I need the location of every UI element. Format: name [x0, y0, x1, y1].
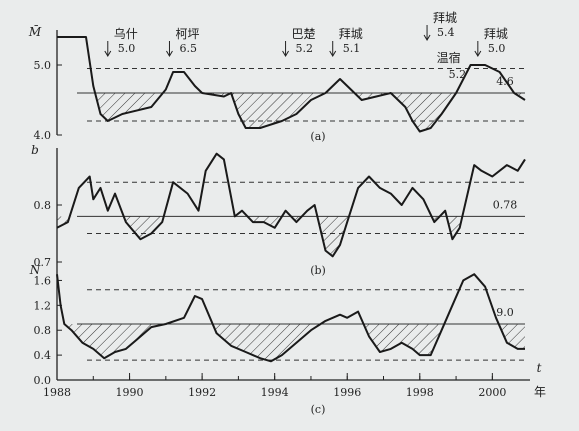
- event-mag-3: 5.1: [343, 42, 361, 55]
- y-tick-label-c: 0.0: [34, 374, 52, 387]
- x-tick-label: 1992: [188, 386, 216, 399]
- series-line-b: [56, 152, 526, 258]
- y-tick-label-c: 1.2: [34, 299, 52, 312]
- mean-label-c: 9.0: [496, 306, 514, 319]
- y-axis-label-b: b: [31, 143, 39, 157]
- event-arrowhead-2: [282, 50, 289, 57]
- y-tick-label-a: 4.0: [34, 129, 52, 142]
- x-tick-label: 1990: [116, 386, 144, 399]
- x-tick-label: 1996: [333, 386, 361, 399]
- panel-label-b: (b): [310, 264, 326, 277]
- event-arrowhead-6: [474, 50, 482, 57]
- event-place-3: 拜城: [339, 27, 363, 41]
- y-tick-label-b: 0.7: [34, 256, 52, 269]
- hatched-region-b: [57, 216, 525, 257]
- x-tick-label: 1988: [43, 386, 71, 399]
- y-axis-label-a: M̄: [28, 24, 42, 39]
- y-tick-label-a: 5.0: [34, 59, 52, 72]
- event-mag-5: 5.2: [449, 68, 467, 81]
- x-tick-label: 2000: [478, 386, 506, 399]
- x-axis-unit-label: 年: [534, 385, 546, 399]
- event-arrowhead-0: [104, 50, 112, 57]
- event-place-6: 拜城: [484, 27, 508, 41]
- x-tick-label: 1994: [261, 386, 289, 399]
- panel-b: b 0.7 0.8 0.78 (b): [31, 143, 526, 277]
- event-place-1: 柯坪: [175, 27, 199, 41]
- mean-label-b: 0.78: [493, 198, 518, 211]
- event-mag-0: 5.0: [118, 42, 136, 55]
- series-line-a: [57, 36, 526, 133]
- hatched-region-c: [57, 324, 525, 362]
- y-axis-label-c: N: [29, 263, 41, 277]
- event-arrowhead-1: [166, 50, 173, 57]
- event-place-5: 温宿: [437, 50, 461, 65]
- panel-c: N 0.0 0.4 0.8 1.2 1.6 9.0 (c) 1988 1990 1992 1994 19…: [29, 262, 546, 416]
- hatched-region-a: [57, 93, 525, 132]
- series-line-c: [56, 273, 525, 363]
- event-place-4: 拜城: [433, 11, 457, 25]
- x-axis-t-label: t: [537, 361, 542, 375]
- panel-label-a: (a): [310, 130, 325, 143]
- event-arrowhead-3: [329, 50, 337, 57]
- panel-label-c: (c): [311, 403, 326, 416]
- event-place-0: 乌什: [114, 26, 138, 41]
- event-mag-2: 5.2: [296, 42, 314, 55]
- event-mag-6: 5.0: [488, 42, 506, 55]
- x-tick-label: 1998: [406, 386, 434, 399]
- event-mag-4: 5.4: [437, 26, 455, 39]
- y-tick-label-c: 0.8: [34, 324, 52, 337]
- y-tick-label-c: 1.6: [34, 274, 52, 287]
- event-place-2: 巴楚: [292, 27, 316, 41]
- event-arrowhead-4: [423, 34, 431, 41]
- panel-a: M̄4.05.04.6(a)乌什5.0柯坪6.5巴楚5.2拜城5.1拜城5.4温…: [28, 11, 526, 143]
- y-tick-label-c: 0.4: [34, 349, 52, 362]
- event-mag-1: 6.5: [179, 42, 197, 55]
- y-tick-label-b: 0.8: [34, 199, 52, 212]
